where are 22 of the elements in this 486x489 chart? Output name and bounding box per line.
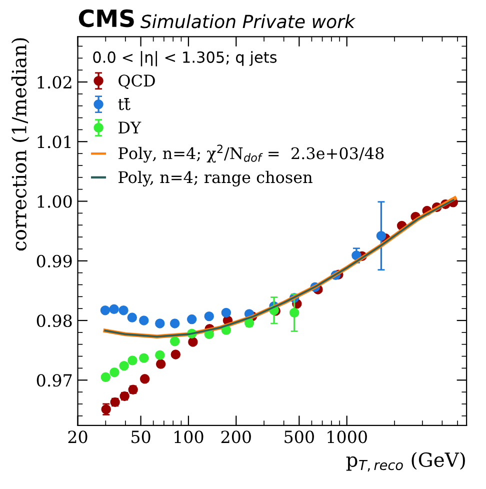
y-tick-label: 1.00 — [38, 195, 72, 208]
legend-label: Poly, n=4; range chosen — [118, 170, 312, 187]
x-tick-label: 20 — [68, 430, 88, 444]
legend-title: 0.0 < |η| < 1.305; q jets — [93, 51, 277, 66]
x-tick-label: 1000 — [328, 430, 367, 444]
x-tick-label: 200 — [221, 430, 251, 444]
y-tick-label: 0.98 — [36, 314, 72, 328]
chart-title: CMS — [78, 9, 134, 28]
x-axis-title: p$_{T,reco}$ (GeV) — [346, 452, 465, 472]
x-tick-label: 500 — [284, 430, 314, 444]
x-tick-label: 50 — [132, 430, 150, 444]
legend-label: tt̄ — [118, 98, 130, 110]
y-tick-label: 1.01 — [38, 136, 71, 148]
y-axis-title: correction (1/median) — [11, 38, 30, 251]
chart-subtitle: Simulation Private work — [140, 14, 356, 28]
legend-label: Poly, n=4; χ$^{2}$/N$_{dof}$ = 2.3e+03/48 — [118, 144, 384, 163]
x-tick-label: 100 — [174, 430, 204, 444]
y-tick-label: 0.97 — [36, 374, 72, 387]
legend-label: QCD — [118, 74, 155, 90]
y-tick-label: 0.99 — [36, 254, 72, 268]
legend-label: DY — [118, 122, 142, 134]
y-tick-label: 1.02 — [38, 76, 72, 89]
